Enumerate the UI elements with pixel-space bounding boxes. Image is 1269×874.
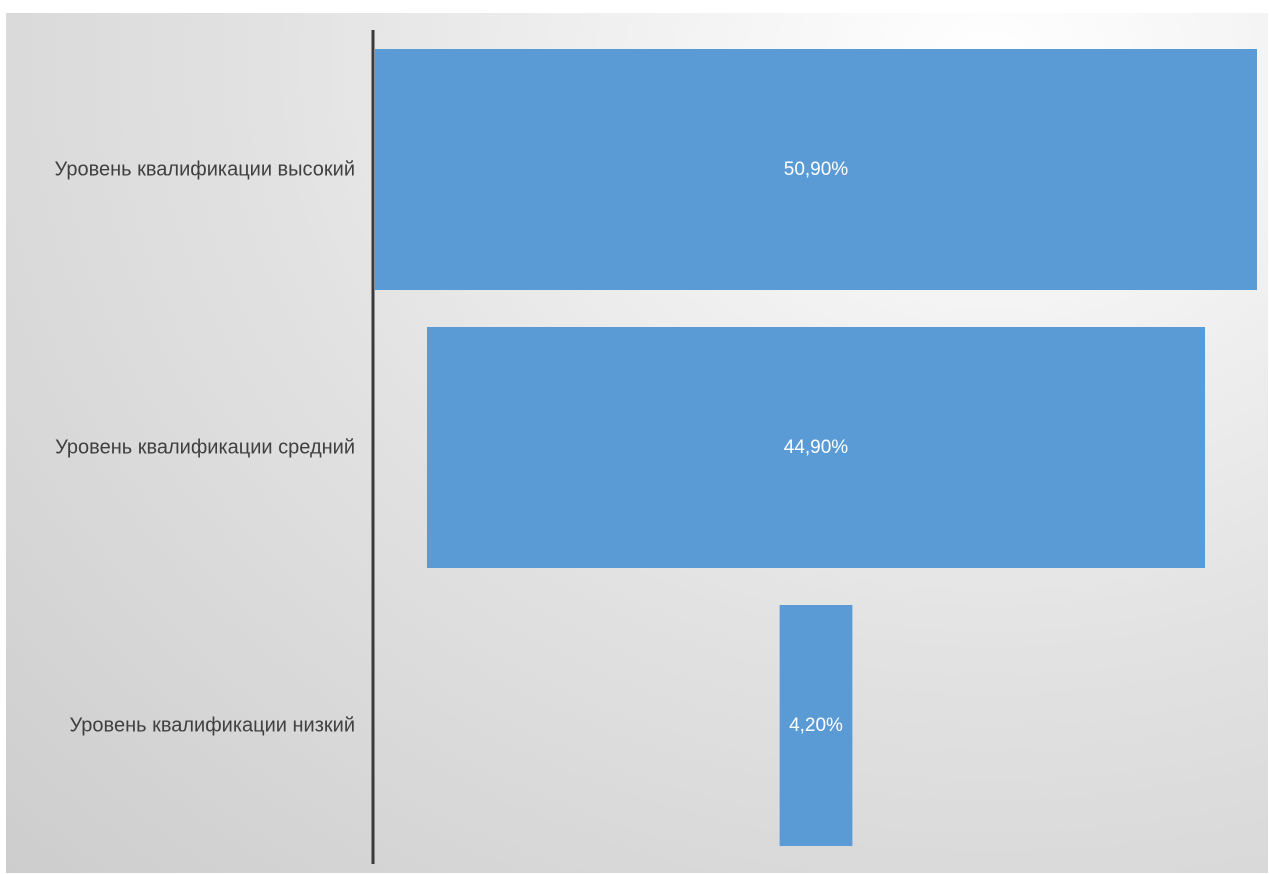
data-labels-group: 50,90% 44,90% 4,20% bbox=[784, 159, 849, 736]
category-label-2: Уровень квалификации низкий bbox=[70, 715, 356, 737]
bar-1 bbox=[426, 327, 1206, 568]
data-label-1: 44,90% bbox=[784, 437, 849, 458]
category-label-1: Уровень квалификации средний bbox=[55, 437, 355, 459]
bar-2 bbox=[779, 605, 853, 846]
category-labels-group: Уровень квалификации высокий Уровень квал… bbox=[55, 159, 355, 737]
data-label-0: 50,90% bbox=[784, 159, 849, 180]
bar-0 bbox=[375, 49, 1257, 290]
bars-group bbox=[375, 49, 1257, 846]
category-label-0: Уровень квалификации высокий bbox=[55, 159, 355, 181]
data-label-2: 4,20% bbox=[789, 715, 843, 736]
